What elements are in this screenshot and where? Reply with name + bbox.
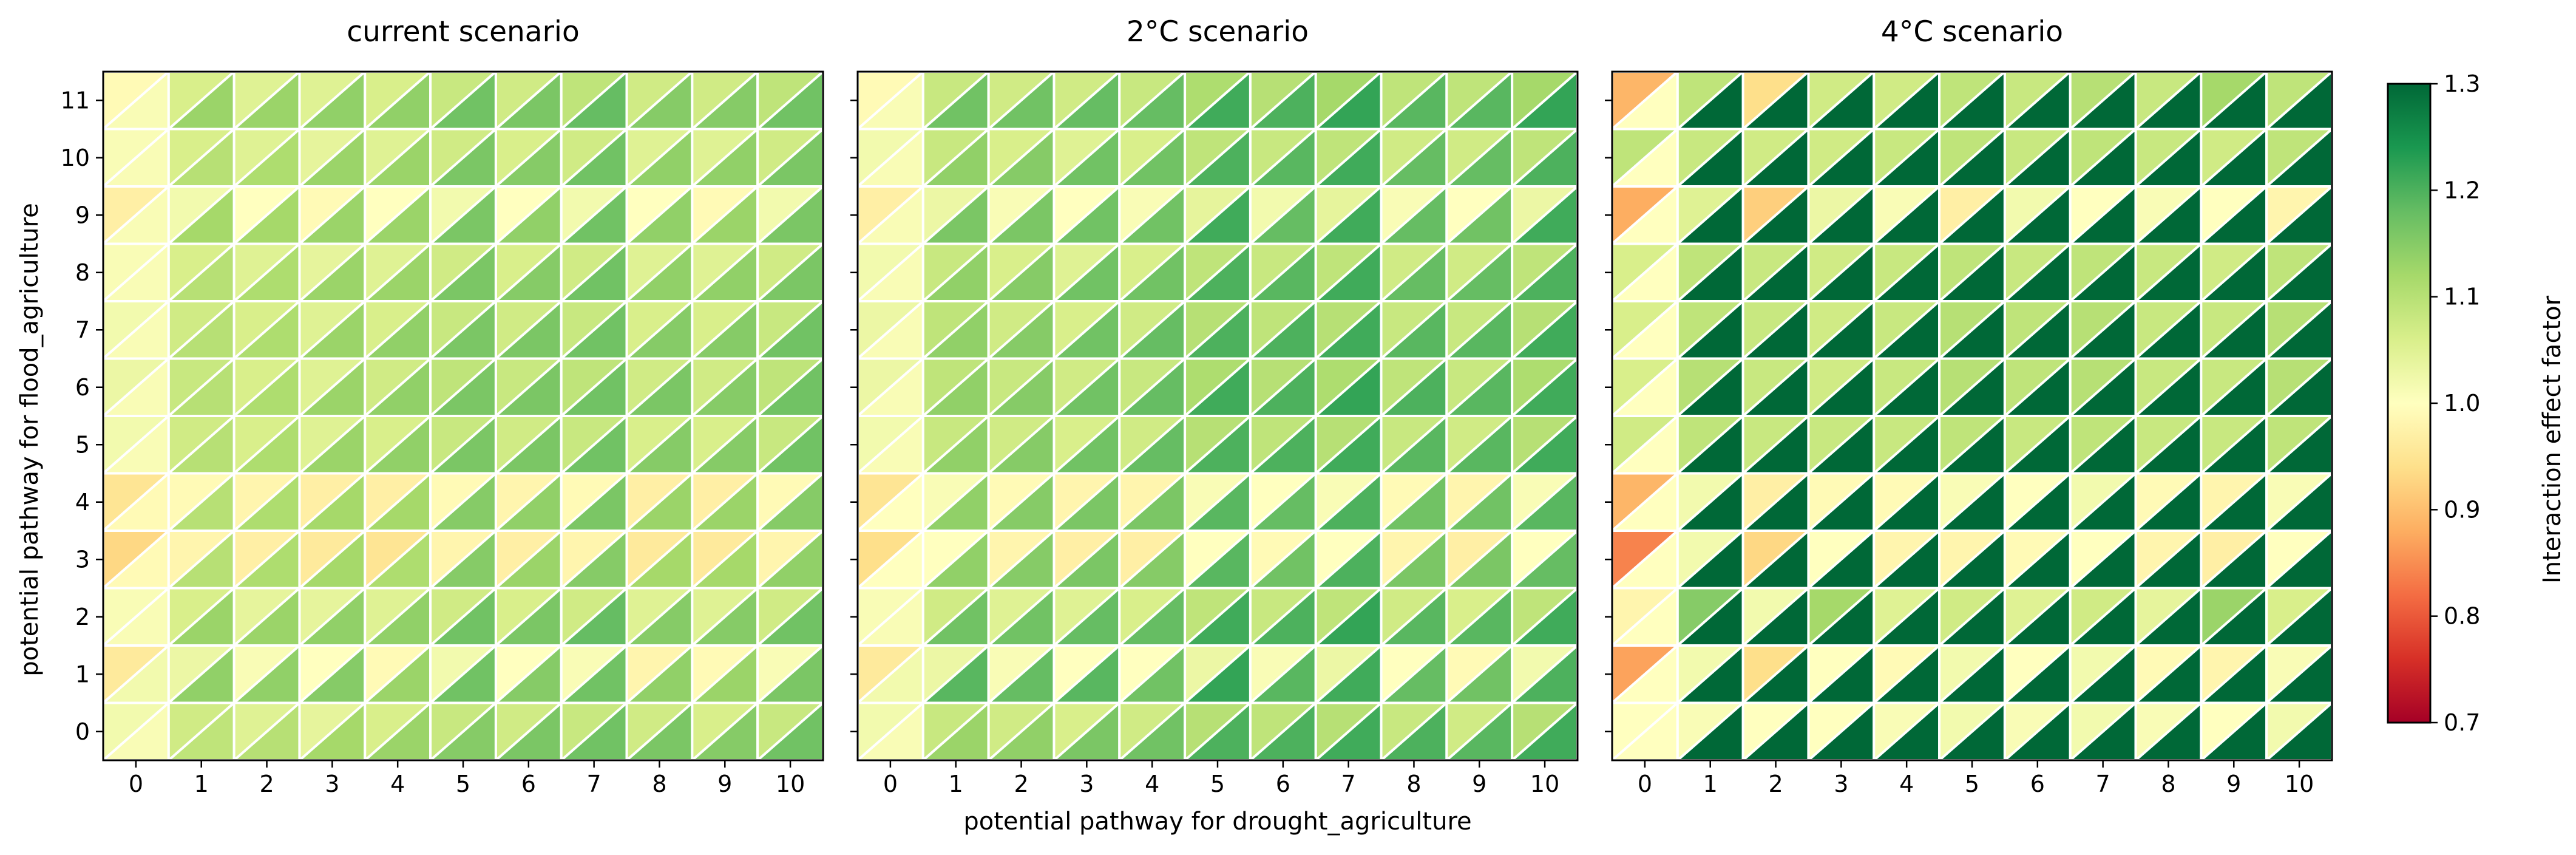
y-tick-label: 9 bbox=[75, 202, 90, 228]
x-tick-label: 4 bbox=[390, 771, 405, 797]
x-tick-label: 5 bbox=[1210, 771, 1225, 797]
colorbar: Interaction effect factor 0.7 0.8 0.9 1.0 1.… bbox=[2387, 70, 2566, 736]
x-tick-label: 2 bbox=[259, 771, 274, 797]
x-tick-label: 8 bbox=[652, 771, 666, 797]
colorbar-tick-label: 1.3 bbox=[2444, 70, 2480, 97]
x-tick-label: 0 bbox=[129, 771, 143, 797]
x-tick-label: 2 bbox=[1768, 771, 1783, 797]
x-tick-label: 8 bbox=[1406, 771, 1421, 797]
x-tick-label: 0 bbox=[883, 771, 898, 797]
y-tick-label: 10 bbox=[61, 145, 90, 171]
x-tick-label: 3 bbox=[325, 771, 339, 797]
panel-title: 4°C scenario bbox=[1881, 15, 2063, 49]
x-tick-label: 1 bbox=[949, 771, 963, 797]
x-axis-label: potential pathway for drought_agricultur… bbox=[963, 808, 1471, 836]
x-tick-label: 10 bbox=[2285, 771, 2314, 797]
x-tick-label: 8 bbox=[2161, 771, 2175, 797]
y-tick-label: 1 bbox=[75, 661, 90, 687]
x-tick-label: 3 bbox=[1079, 771, 1094, 797]
y-tick-label: 3 bbox=[75, 546, 90, 573]
colorbar-tick-label: 0.8 bbox=[2444, 603, 2480, 630]
y-tick-label: 7 bbox=[75, 316, 90, 343]
y-tick-label: 4 bbox=[75, 489, 90, 516]
x-tick-label: 10 bbox=[1530, 771, 1559, 797]
colorbar-gradient-bar bbox=[2387, 83, 2432, 724]
x-tick-label: 1 bbox=[194, 771, 209, 797]
x-tick-label: 1 bbox=[1703, 771, 1718, 797]
colorbar-label: Interaction effect factor bbox=[2538, 295, 2566, 584]
x-tick-label: 7 bbox=[587, 771, 602, 797]
panel-title: current scenario bbox=[347, 15, 579, 49]
heatmap-cells bbox=[102, 70, 824, 761]
colorbar-tick-label: 1.0 bbox=[2444, 390, 2480, 417]
panel-2c-scenario: 2°C scenario 0 1 2 3 4 5 6 7 8 9 10 bbox=[850, 15, 1579, 797]
panel-title: 2°C scenario bbox=[1127, 15, 1309, 49]
y-tick-label: 8 bbox=[75, 259, 90, 286]
x-tick-label: 9 bbox=[2226, 771, 2241, 797]
x-tick-label: 6 bbox=[521, 771, 536, 797]
x-tick-label: 5 bbox=[1965, 771, 1979, 797]
x-tick-label: 9 bbox=[717, 771, 732, 797]
x-tick-label: 4 bbox=[1145, 771, 1159, 797]
x-tick-label: 5 bbox=[456, 771, 470, 797]
x-tick-label: 7 bbox=[2096, 771, 2110, 797]
heatmap-cells bbox=[856, 70, 1579, 761]
y-tick-label: 5 bbox=[75, 431, 90, 458]
x-tick-label: 10 bbox=[776, 771, 805, 797]
colorbar-tick-label: 0.9 bbox=[2444, 496, 2480, 523]
x-tick-label: 3 bbox=[1834, 771, 1848, 797]
panel-current-scenario: current scenario 0 1 2 3 4 5 6 7 8 9 10 0 1 2 3 4 5 6 7 8 9 1… bbox=[61, 15, 824, 797]
x-tick-label: 7 bbox=[1341, 771, 1356, 797]
colorbar-tick-label: 1.2 bbox=[2444, 177, 2480, 203]
y-tick-label: 6 bbox=[75, 374, 90, 401]
x-tick-label: 2 bbox=[1014, 771, 1028, 797]
x-tick-label: 0 bbox=[1638, 771, 1652, 797]
y-tick-label: 2 bbox=[75, 604, 90, 630]
x-tick-label: 4 bbox=[1899, 771, 1914, 797]
heatmap-cells bbox=[1611, 70, 2333, 761]
colorbar-tick-label: 0.7 bbox=[2444, 709, 2480, 736]
x-tick-label: 6 bbox=[1276, 771, 1290, 797]
colorbar-tick-label: 1.1 bbox=[2444, 284, 2480, 310]
x-tick-label: 9 bbox=[1472, 771, 1486, 797]
y-axis-label: potential pathway for flood_agriculture bbox=[16, 203, 44, 676]
panel-4c-scenario: 4°C scenario 0 1 2 3 4 5 6 7 8 9 10 bbox=[1605, 15, 2333, 797]
x-tick-label: 6 bbox=[2030, 771, 2045, 797]
y-tick-label: 0 bbox=[75, 718, 90, 745]
y-tick-label: 11 bbox=[61, 87, 90, 114]
